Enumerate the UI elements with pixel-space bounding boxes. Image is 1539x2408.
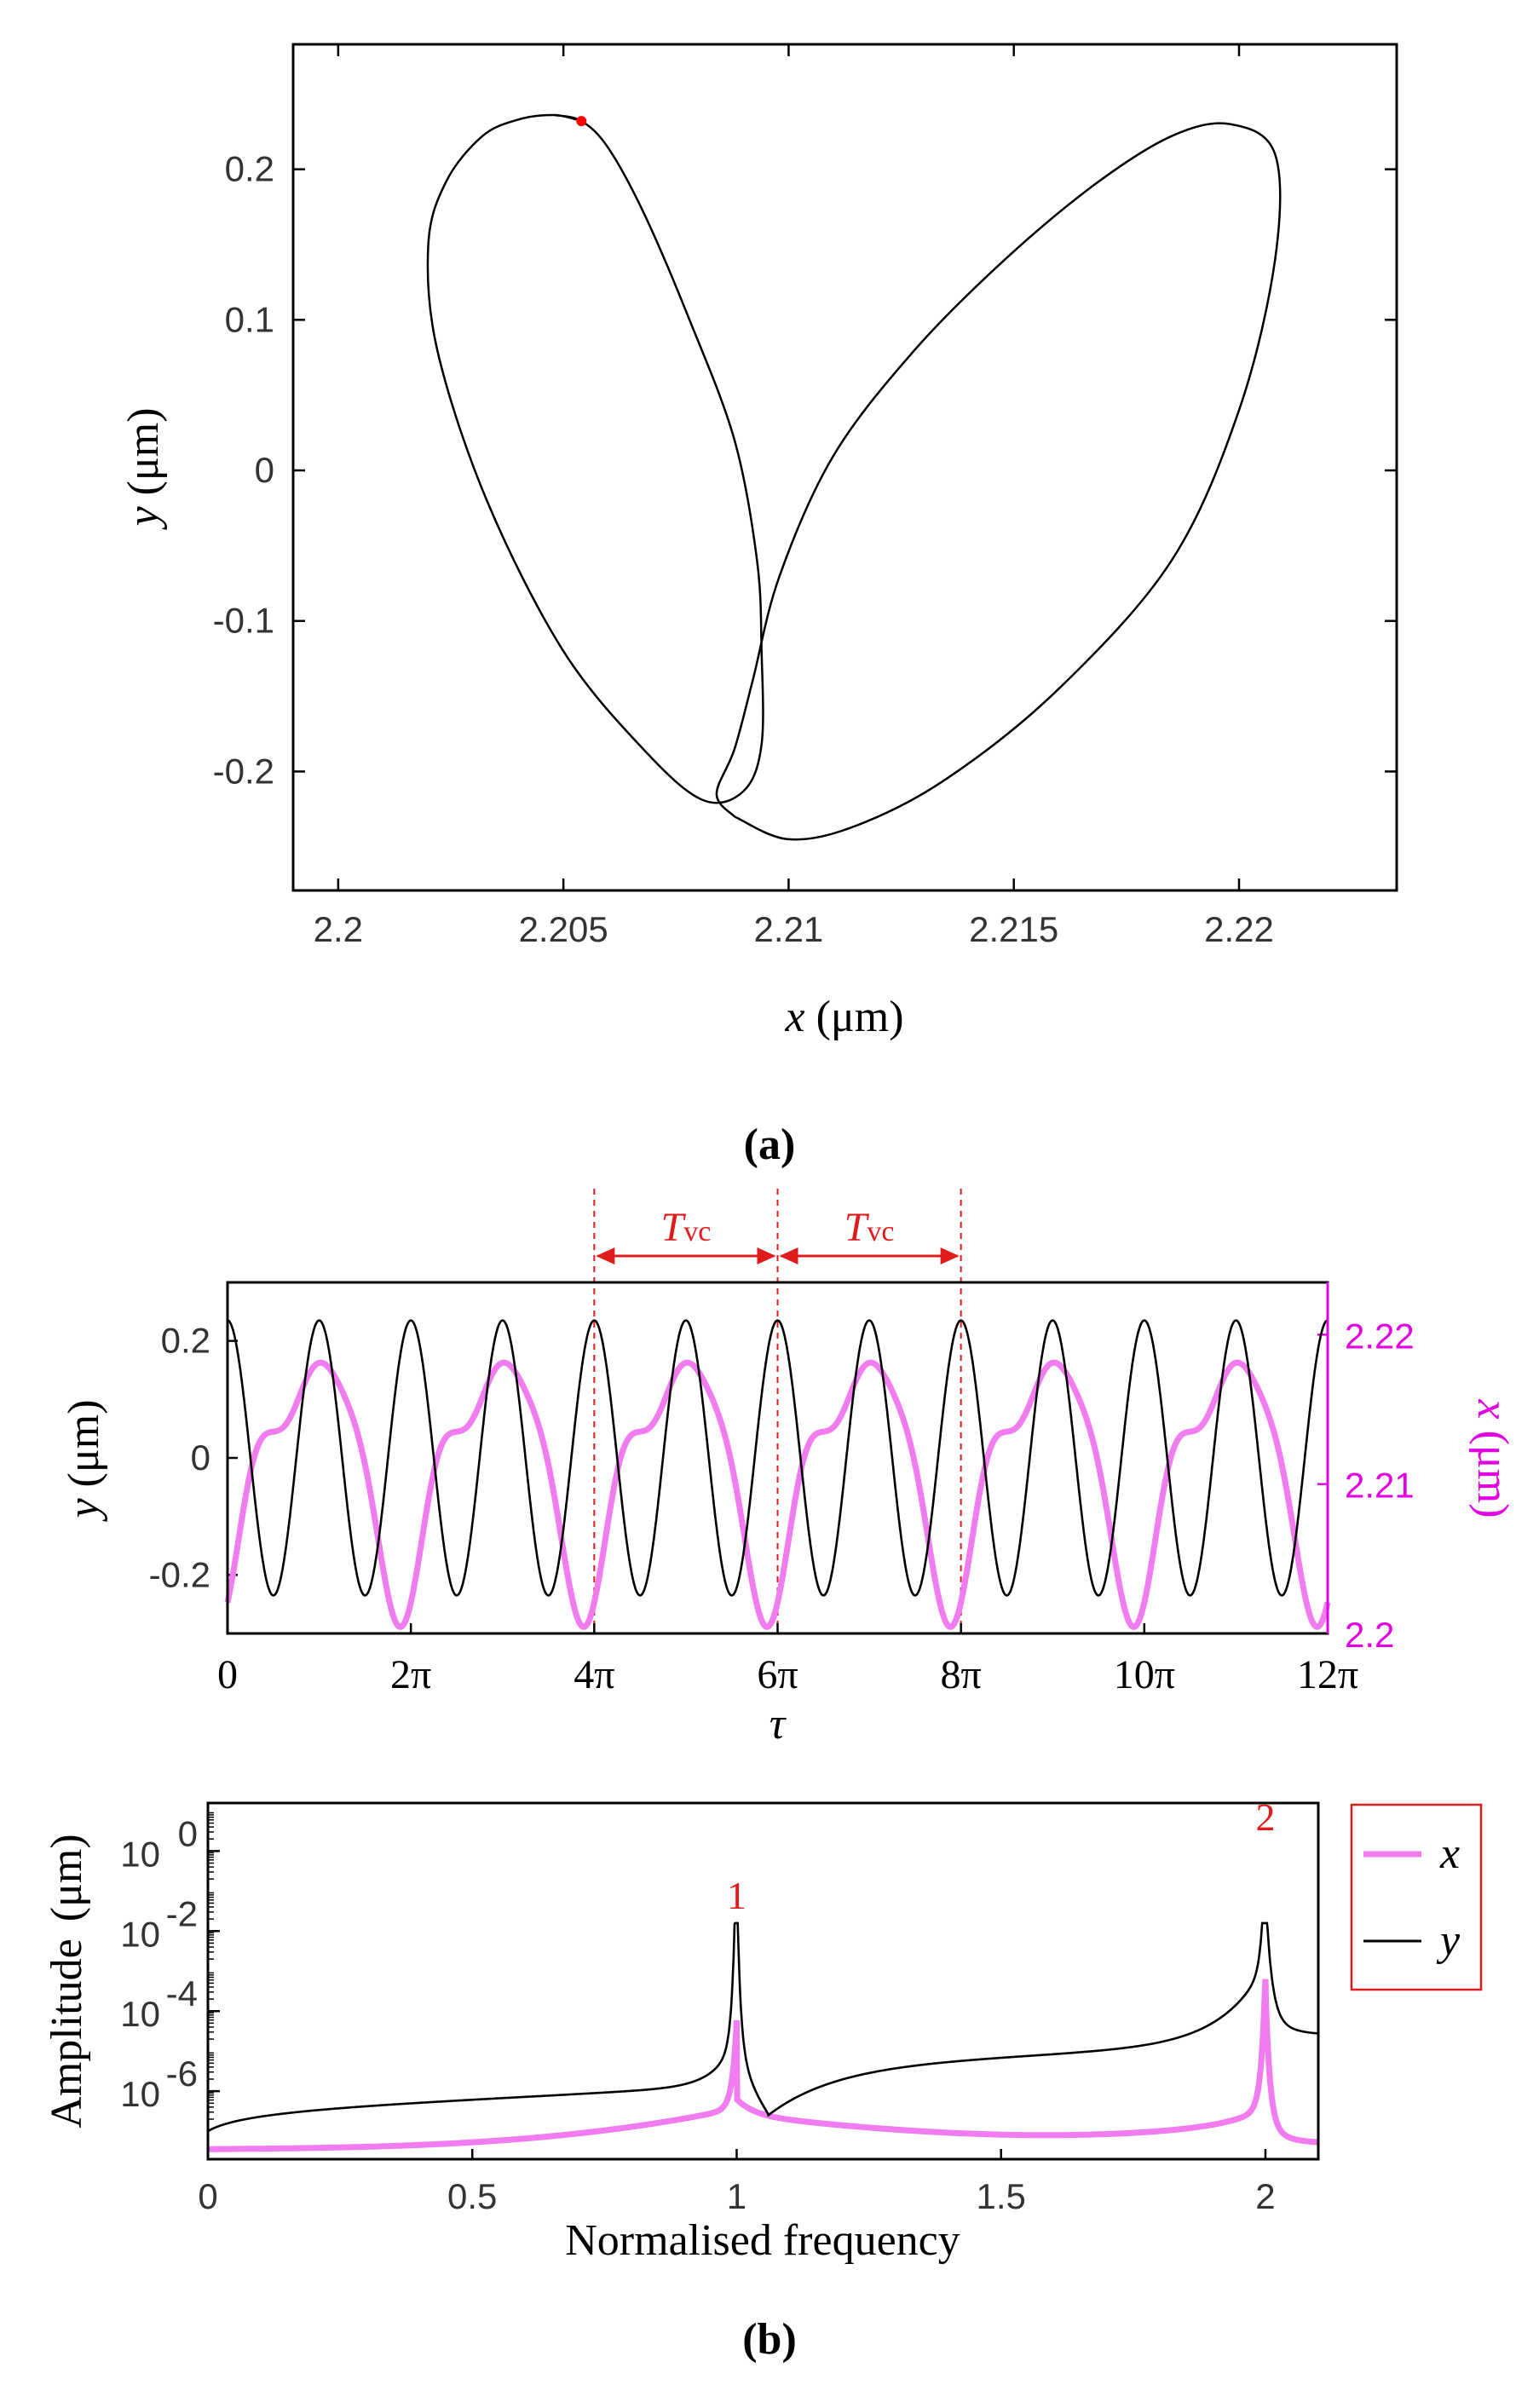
x-tick-label: 12π [1297, 1652, 1358, 1697]
series-y-line [227, 1319, 1329, 1597]
y-tick-label: 10 [120, 1834, 160, 1874]
period-arrow-head-right [757, 1247, 776, 1264]
panel-a-start-marker [576, 116, 587, 127]
y-tick-label: 0.1 [225, 299, 274, 339]
period-arrow-head-right [940, 1247, 960, 1264]
panel-b-bottom-y-axis-label: Amplitude(μm) [43, 1834, 91, 2128]
panel-b-top-y-axis-label: y (μm) [60, 1399, 108, 1522]
x-tick-label: 6π [757, 1652, 798, 1697]
legend: x y [1350, 1803, 1483, 1991]
panel-a-orbit-lobe-left [426, 113, 764, 804]
period-arrow-head-left [596, 1247, 615, 1264]
y-tick-label: 10 [120, 2074, 160, 2114]
y-tick-label: 0 [191, 1437, 210, 1478]
x-tick-label: 2 [1255, 2176, 1275, 2216]
x-tick-label: 0 [217, 1652, 238, 1697]
panel-a-label: (a) [744, 1120, 796, 1169]
panel-b-bottom-plot-frame [206, 1801, 1320, 2161]
peak-label: 1 [727, 1874, 746, 1917]
y-tick-label: -0.1 [213, 601, 274, 641]
legend-box [1350, 1803, 1483, 1991]
panel-b-label: (b) [742, 2315, 797, 2364]
peak-label: 2 [1255, 1795, 1275, 1839]
legend-y-label: y [1436, 1916, 1461, 1965]
x-tick-label: 2.215 [969, 909, 1058, 949]
period-arrow-head-left [779, 1247, 798, 1264]
y-tick-label: 0 [255, 450, 274, 490]
y-tick-label: 0.2 [225, 149, 274, 189]
period-label: Tvc [661, 1205, 712, 1250]
series-x-line [224, 1359, 1331, 1630]
legend-x-label: x [1439, 1829, 1460, 1878]
right-y-tick-label: 2.2 [1345, 1615, 1394, 1655]
period-label: Tvc [844, 1205, 895, 1250]
x-tick-label: 2.21 [754, 909, 824, 949]
x-tick-label: 0 [198, 2176, 217, 2216]
x-tick-label: 10π [1114, 1652, 1175, 1697]
y-tick-exponent: -4 [166, 1973, 198, 2013]
right-y-tick-label: 2.22 [1345, 1316, 1415, 1356]
y-tick-label: -0.2 [149, 1554, 210, 1594]
x-tick-label: 1 [727, 2176, 746, 2216]
panel-b-top-right-axis-label: x (μm) [1468, 1398, 1517, 1518]
panel-b-bottom-x-axis-label: Normalised frequency [565, 2216, 960, 2265]
panel-a-chart: 2.2 2.205 2.21 2.215 2.22 -0.2 -0.1 0 0.1 0.2 x … [119, 43, 1398, 1169]
x-tick-label: 2.205 [519, 909, 608, 949]
y-tick-label: 0.2 [161, 1321, 210, 1361]
right-y-tick-label: 2.21 [1345, 1466, 1415, 1506]
panel-a-y-axis-label: y (μm) [119, 407, 168, 530]
x-tick-label: 0.5 [447, 2176, 497, 2216]
y-tick-label: -0.2 [213, 751, 274, 791]
x-tick-label: 2.2 [314, 909, 363, 949]
spectrum-y-line [207, 1921, 1319, 2133]
panel-b-top-x-axis-label: τ [770, 1700, 787, 1748]
y-tick-label: 10 [120, 1914, 160, 1954]
panel-a-plot-frame [291, 43, 1398, 892]
y-tick-exponent: 0 [178, 1813, 198, 1853]
y-tick-exponent: -2 [166, 1893, 198, 1933]
x-tick-label: 4π [574, 1652, 614, 1697]
panel-b-time-series-chart: Tvc Tvc 0 2π 4π 6π 8π 10π 12π -0.2 0 0.2 2.2 2.21 2… [60, 1189, 1517, 1748]
x-tick-label: 1.5 [977, 2176, 1026, 2216]
x-tick-label: 2.22 [1204, 909, 1274, 949]
x-tick-label: 2π [390, 1652, 431, 1697]
panel-a-orbit-lobe-right [715, 122, 1282, 841]
y-tick-exponent: -6 [166, 2054, 198, 2094]
spectrum-x-line [208, 1979, 1318, 2152]
x-tick-label: 8π [941, 1652, 982, 1697]
panel-a-x-axis-label: x (μm) [784, 993, 903, 1041]
y-tick-label: 10 [120, 1994, 160, 2034]
